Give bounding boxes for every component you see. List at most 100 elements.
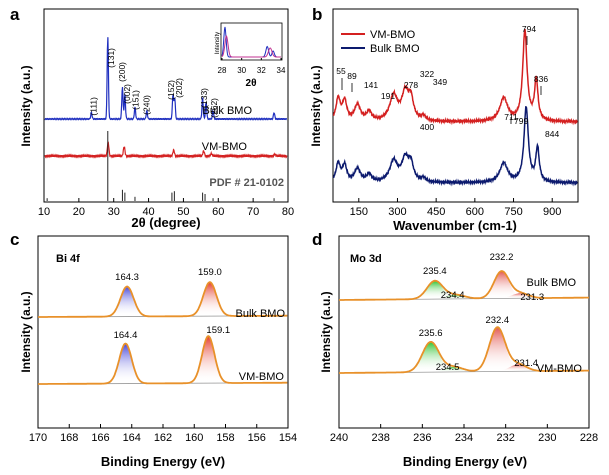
xps-peak-label: 232.2 bbox=[490, 252, 514, 263]
raman-peak-label: 322 bbox=[420, 69, 434, 79]
miller-index-label: (200) bbox=[117, 62, 127, 82]
panel-d-vm-envelope bbox=[339, 326, 589, 374]
miller-index-label: (262) bbox=[209, 98, 219, 118]
miller-index-label: (133) bbox=[199, 88, 209, 108]
panel-c-x-axis-label: Binding Energy (eV) bbox=[101, 454, 225, 469]
panel-c-x-tick-label: 162 bbox=[154, 432, 172, 444]
panel-a-y-axis-label: Intensity (a.u.) bbox=[19, 65, 33, 146]
xps-peak-label: 234.4 bbox=[441, 290, 465, 301]
panel-c-vm-label: VM-BMO bbox=[239, 371, 285, 383]
xps-peak-label: 232.4 bbox=[485, 315, 509, 326]
panel-c-x-tick-label: 168 bbox=[60, 432, 78, 444]
panel-d-label: d bbox=[312, 230, 322, 249]
panel-a-frame bbox=[43, 8, 289, 203]
inset-series-vm bbox=[221, 34, 281, 58]
panel-a-x-tick-label: 20 bbox=[73, 206, 85, 218]
panel-c-bulk-label: Bulk BMO bbox=[235, 308, 285, 320]
raman-peak-label: 55 bbox=[336, 66, 346, 76]
raman-peak-label: 349 bbox=[433, 77, 447, 87]
xps-peak-label: 159.1 bbox=[206, 325, 230, 336]
panel-d-x-axis-label: Binding Energy (eV) bbox=[403, 454, 527, 469]
panel-c-x-tick-label: 166 bbox=[91, 432, 109, 444]
panel-d-x-ticks: 240 238 236 234 232 230 228 bbox=[330, 424, 598, 444]
xps-peak-label: 164.4 bbox=[114, 330, 138, 341]
panel-a-inset-x-tick-label: 28 bbox=[218, 66, 227, 75]
panel-d: d Mo 3d 240 238 236 234 232 230 228 Binding En… bbox=[312, 230, 598, 469]
panel-d-y-axis-label: Intensity (a.u.) bbox=[319, 291, 333, 372]
panel-d-bulk-peak-fill bbox=[437, 294, 474, 299]
panel-a: a 10 20 30 40 50 60 70 80 2θ (degree) Intensity… bbox=[10, 5, 294, 230]
series-bulk-bmo-raman bbox=[332, 105, 578, 187]
panel-b-y-axis-label: Intensity (a.u.) bbox=[309, 65, 323, 146]
panel-a-inset-x-tick-label: 32 bbox=[257, 66, 266, 75]
panel-d-vm-peak-fill bbox=[499, 364, 537, 371]
series-bulk-bmo-xrd bbox=[44, 37, 288, 121]
xps-peak-label: 235.4 bbox=[423, 266, 447, 277]
panel-d-vm-peak-fill bbox=[407, 342, 454, 372]
panel-a-inset-x-label: 2θ bbox=[246, 78, 257, 89]
legend-vm-label: VM-BMO bbox=[370, 29, 416, 41]
xps-peak-label: 235.6 bbox=[419, 328, 443, 339]
panel-a-inset-x-tick-label: 34 bbox=[277, 66, 286, 75]
panel-a-inset-plot bbox=[221, 26, 281, 58]
panel-d-x-tick-label: 240 bbox=[330, 432, 348, 444]
panel-c: c Bi 4f 170 168 166 164 162 160 158 156 154 Bind… bbox=[10, 230, 297, 469]
panel-a-miller-indices: (111) (131)(200) (002)(151) (240) (152)(202)… bbox=[88, 48, 218, 118]
panel-c-y-axis-label: Intensity (a.u.) bbox=[19, 291, 33, 372]
panel-a-x-tick-label: 60 bbox=[212, 206, 224, 218]
panel-a-x-tick-label: 50 bbox=[177, 206, 189, 218]
miller-index-label: (111) bbox=[88, 97, 98, 116]
panel-c-x-ticks: 170 168 166 164 162 160 158 156 154 bbox=[29, 424, 297, 444]
panel-c-x-tick-label: 170 bbox=[29, 432, 47, 444]
panel-a-x-ticks: 10 20 30 40 50 60 70 80 bbox=[38, 198, 294, 218]
xps-peak-label: 231.3 bbox=[520, 292, 544, 303]
panel-b-x-tick-label: 450 bbox=[427, 206, 445, 218]
panel-c-x-tick-label: 154 bbox=[279, 432, 297, 444]
raman-peak-label: 799 bbox=[514, 116, 528, 126]
xps-peak-label: 159.0 bbox=[198, 267, 222, 278]
panel-c-peak-labels: 164.3 159.0 164.4 159.1 bbox=[114, 267, 231, 341]
series-vm-bmo-xrd bbox=[44, 141, 288, 159]
panel-d-x-tick-label: 228 bbox=[580, 432, 598, 444]
miller-index-label: (131) bbox=[106, 48, 116, 68]
panel-a-x-tick-label: 40 bbox=[142, 206, 154, 218]
panel-b-frame bbox=[332, 8, 579, 203]
panel-d-vm-peak-fill bbox=[434, 366, 474, 372]
panel-d-vm-label: VM-BMO bbox=[537, 363, 583, 375]
panel-a-x-tick-label: 80 bbox=[282, 206, 294, 218]
legend-bulk-label: Bulk BMO bbox=[370, 43, 420, 55]
panel-a-label: a bbox=[10, 5, 20, 24]
panel-b-x-tick-label: 300 bbox=[388, 206, 406, 218]
panel-d-x-tick-label: 234 bbox=[455, 432, 473, 444]
panel-c-vm-peak-fill bbox=[189, 336, 228, 383]
raman-peak-label: 844 bbox=[545, 129, 559, 139]
raman-peak-label: 278 bbox=[404, 80, 418, 90]
panel-d-x-tick-label: 236 bbox=[413, 432, 431, 444]
raman-peak-label: 191 bbox=[381, 91, 395, 101]
miller-index-label: (202) bbox=[174, 78, 184, 98]
panel-b-x-axis-label: Wavenumber (cm-1) bbox=[393, 218, 517, 233]
series-vm-bmo-raman bbox=[332, 28, 578, 126]
panel-d-plot bbox=[338, 270, 590, 374]
panel-b-x-tick-label: 750 bbox=[504, 206, 522, 218]
panel-d-x-tick-label: 232 bbox=[496, 432, 514, 444]
panel-c-x-tick-label: 158 bbox=[216, 432, 234, 444]
raman-peak-label: 836 bbox=[534, 74, 548, 84]
panel-d-x-tick-label: 230 bbox=[538, 432, 556, 444]
panel-b-plot bbox=[332, 28, 578, 187]
xps-peak-label: 164.3 bbox=[115, 272, 139, 283]
panel-d-bulk-label: Bulk BMO bbox=[526, 277, 576, 289]
miller-index-label: (151) bbox=[130, 90, 140, 110]
miller-index-label: (002) bbox=[122, 84, 132, 104]
panel-a-plot bbox=[44, 37, 288, 201]
xps-peak-label: 234.5 bbox=[436, 362, 460, 373]
miller-index-label: (152) bbox=[166, 80, 176, 100]
panel-c-bulk-peak-fill bbox=[191, 282, 229, 316]
panel-c-plot bbox=[37, 281, 288, 385]
panel-d-peak-labels: 235.4 234.4 232.2 231.3 235.6 234.5 232.4 231.4 bbox=[419, 252, 544, 373]
panel-d-title: Mo 3d bbox=[350, 253, 382, 265]
panel-b-label: b bbox=[312, 5, 322, 24]
panel-d-bulk-peak-fill bbox=[480, 271, 523, 299]
raman-peak-label: 400 bbox=[420, 122, 434, 132]
